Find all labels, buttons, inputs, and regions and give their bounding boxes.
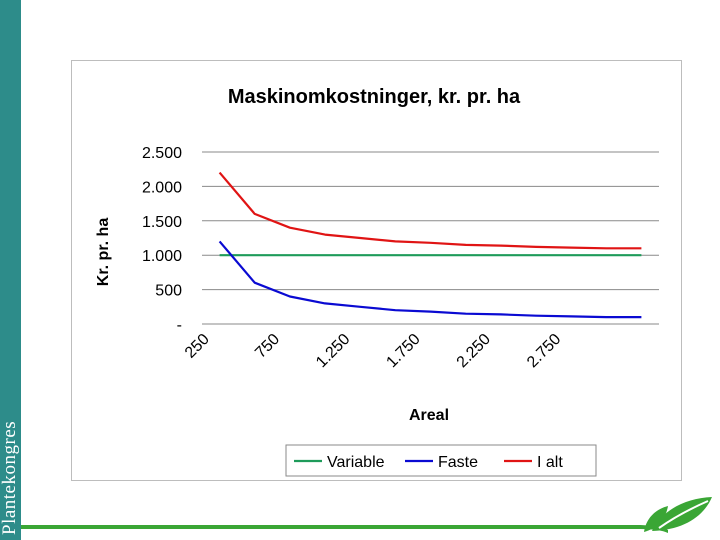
y-tick-label: 1.500: [142, 214, 182, 231]
y-tick-label: 2.000: [142, 179, 182, 196]
x-tick-label: 1.250: [313, 331, 353, 371]
x-tick-label: 2.750: [524, 331, 564, 371]
x-tick-label: 2.250: [454, 331, 494, 371]
series-line-i-alt: [218, 171, 642, 250]
gridlines: [202, 151, 659, 325]
y-axis-label: Kr. pr. ha: [95, 218, 112, 287]
x-tick-label: 1.750: [383, 331, 423, 371]
chart-title: Maskinomkostninger, kr. pr. ha: [228, 86, 521, 108]
x-tick-label: 250: [182, 331, 213, 362]
y-tick-label: -: [177, 317, 182, 334]
chart-frame: Maskinomkostninger, kr. pr. ha - 500 1.000…: [71, 60, 682, 481]
footer-swoosh: [21, 525, 668, 533]
x-axis-label: Areal: [409, 407, 449, 424]
leaf-icon: [644, 497, 712, 532]
sidebar-band: Plantekongres: [0, 0, 21, 540]
legend-label: Variable: [327, 454, 385, 471]
brand-text: Plantekongres: [0, 420, 20, 535]
y-tick-label: 2.500: [142, 145, 182, 162]
legend-box: [285, 444, 597, 477]
x-tick-labels: 250 750 1.250 1.750 2.250 2.750: [182, 331, 565, 371]
x-tick-label: 750: [252, 331, 283, 362]
legend: Variable Faste I alt: [285, 444, 597, 477]
series-lines: [218, 171, 642, 319]
legend-label: Faste: [438, 454, 478, 471]
legend-label: I alt: [537, 454, 563, 471]
y-tick-label: 1.000: [142, 248, 182, 265]
chart: Maskinomkostninger, kr. pr. ha - 500 1.000…: [95, 86, 659, 477]
y-tick-labels: - 500 1.000 1.500 2.000 2.500: [142, 145, 182, 334]
y-tick-label: 500: [155, 283, 182, 300]
series-line-faste: [218, 240, 642, 319]
